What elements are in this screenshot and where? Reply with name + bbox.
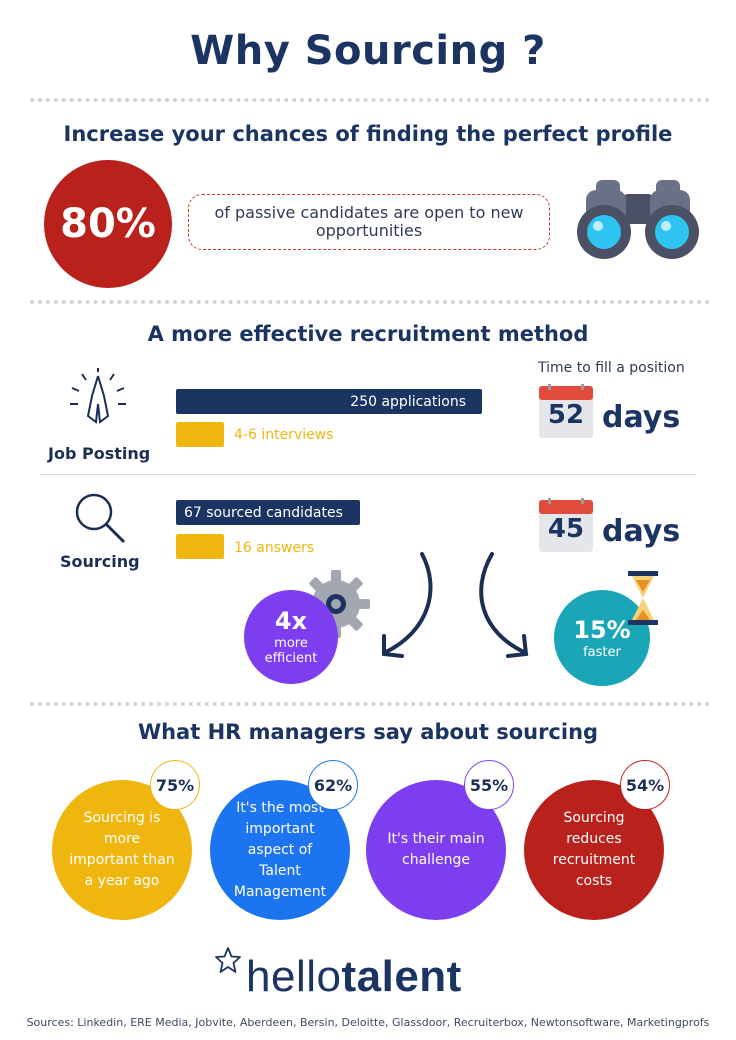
calendar-icon <box>539 384 593 438</box>
pct-badge-55: 55% <box>464 760 514 810</box>
passive-candidates-text: of passive candidates are open to new op… <box>214 202 524 240</box>
page-title: Why Sourcing ? <box>190 28 546 74</box>
divider <box>30 702 710 706</box>
pct-badge-62: 62% <box>308 760 358 810</box>
pct-62: 62% <box>313 775 353 795</box>
magnifier-icon <box>75 493 126 544</box>
pct-badge-54: 54% <box>620 760 670 810</box>
faster-line: faster <box>583 644 621 660</box>
hourglass-icon <box>628 571 658 625</box>
row-divider <box>40 474 696 475</box>
answers-text: 16 answers <box>234 540 315 556</box>
sourcing-label: Sourcing <box>60 552 140 571</box>
praying-hands-icon <box>70 368 126 424</box>
applications-text: 250 applications <box>350 393 466 410</box>
stat-80-value: 80% <box>60 201 156 247</box>
hellotalent-logo: hellotalent <box>246 952 462 1002</box>
interviews-bar <box>176 422 224 447</box>
passive-candidates-box: of passive candidates are open to new op… <box>188 194 550 250</box>
interviews-text: 4-6 interviews <box>234 427 334 443</box>
section-heading-profile: Increase your chances of finding the per… <box>63 122 673 146</box>
calendar-number-52: 52 <box>547 400 585 430</box>
days-label-52: days <box>602 400 681 435</box>
hr-text-55: It's their main challenge <box>387 831 485 868</box>
section-heading-hr: What HR managers say about sourcing <box>137 720 599 744</box>
hr-text-62: It's the most important aspect of Talent… <box>233 799 327 900</box>
star-icon <box>215 947 241 973</box>
logo-talent: talent <box>341 952 462 1001</box>
divider <box>30 98 710 102</box>
pct-75: 75% <box>155 775 195 795</box>
efficient-value: 4x <box>274 607 308 635</box>
faster-value: 15% <box>573 615 631 644</box>
hr-text-75: Sourcing is more important than a year a… <box>69 810 175 889</box>
efficient-line2: efficient <box>264 651 318 667</box>
efficient-line1: more <box>274 635 308 651</box>
sources-footer: Sources: Linkedin, ERE Media, Jobvite, A… <box>26 1016 710 1029</box>
pct-55: 55% <box>469 775 509 795</box>
applications-bar: 250 applications <box>176 389 482 414</box>
answers-bar <box>176 534 224 559</box>
arrows-icon <box>382 552 529 658</box>
hr-text-54: Sourcing reduces recruitment costs <box>552 810 636 889</box>
divider <box>30 300 710 304</box>
calendar-number-45: 45 <box>547 514 585 544</box>
binoculars-icon <box>577 180 699 259</box>
job-posting-label: Job Posting <box>48 444 151 463</box>
stat-80-circle: 80% <box>44 160 172 288</box>
calendar-icon <box>539 498 593 552</box>
pct-badge-75: 75% <box>150 760 200 810</box>
logo-hello: hello <box>246 952 342 1001</box>
section-heading-method: A more effective recruitment method <box>147 322 589 346</box>
sourced-candidates-text: 67 sourced candidates <box>184 504 343 521</box>
efficient-circle: 4x more efficient <box>244 590 338 684</box>
sourced-candidates-bar: 67 sourced candidates <box>176 500 360 525</box>
faster-circle: 15% faster <box>554 590 650 686</box>
time-to-fill-label: Time to fill a position <box>538 360 685 376</box>
pct-54: 54% <box>625 775 665 795</box>
days-label-45: days <box>602 514 681 549</box>
